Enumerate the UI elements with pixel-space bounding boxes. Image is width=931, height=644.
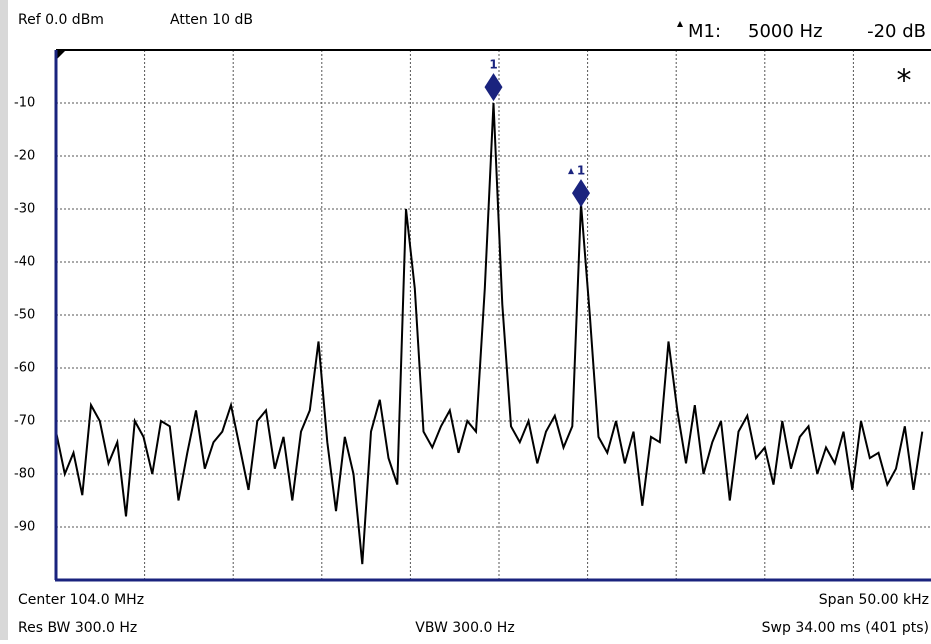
marker-label: 1 — [577, 164, 585, 178]
y-tick-label: -90 — [14, 520, 35, 535]
marker-level: -20 dB — [867, 21, 926, 42]
y-tick-label: -20 — [14, 149, 35, 164]
y-tick-label: -50 — [14, 308, 35, 323]
left-strip — [0, 0, 8, 640]
y-tick-label: -80 — [14, 467, 35, 482]
sweep: Swp 34.00 ms (401 pts) — [762, 620, 929, 636]
y-tick-label: -70 — [14, 414, 35, 429]
attenuation: Atten 10 dB — [170, 12, 253, 28]
marker-diamond — [484, 73, 503, 102]
marker-name: M1: — [688, 21, 721, 42]
plot-area: -10 -20 -30 -40 -50 -60 -70 -80 -90 1 1 — [14, 50, 931, 580]
y-tick-label: -30 — [14, 202, 35, 217]
center-freq: Center 104.0 MHz — [18, 592, 144, 608]
corner-mark — [56, 50, 66, 60]
vbw: VBW 300.0 Hz — [415, 620, 514, 636]
y-tick-label: -40 — [14, 255, 35, 270]
y-tick-label: -60 — [14, 361, 35, 376]
y-tick-label: -10 — [14, 96, 35, 111]
ref-level: Ref 0.0 dBm — [18, 12, 104, 28]
res-bw: Res BW 300.0 Hz — [18, 620, 137, 636]
marker-freq: 5000 Hz — [748, 21, 823, 42]
delta-marker-icon — [568, 168, 574, 175]
annotation-star: * — [897, 64, 912, 99]
span: Span 50.00 kHz — [819, 592, 929, 608]
delta-icon — [677, 21, 683, 27]
marker-label: 1 — [489, 58, 497, 72]
trace — [56, 102, 924, 565]
marker-diamond — [572, 179, 590, 208]
